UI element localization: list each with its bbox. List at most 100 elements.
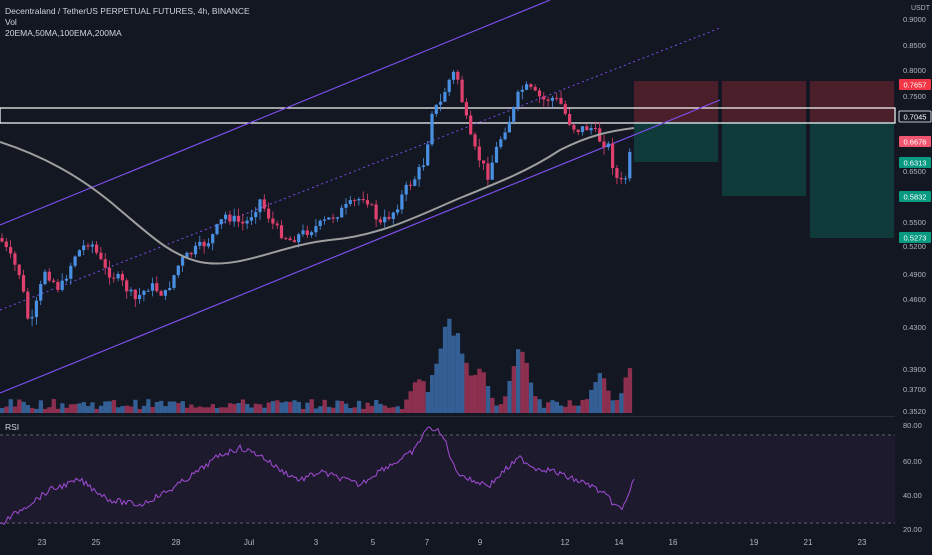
candle-body xyxy=(628,151,632,179)
candle-body xyxy=(507,121,511,133)
volume-bar xyxy=(81,402,86,413)
volume-bar xyxy=(262,407,267,413)
volume-bar xyxy=(38,400,43,413)
volume-bar xyxy=(249,407,254,413)
volume-bar xyxy=(4,406,9,413)
candle-body xyxy=(357,198,361,201)
candle-body xyxy=(112,277,116,279)
volume-bar xyxy=(236,402,241,413)
candle-body xyxy=(236,215,241,222)
volume-bar xyxy=(159,400,164,413)
candle-body xyxy=(224,214,228,220)
time-axis-bg xyxy=(0,532,932,550)
candle-body xyxy=(77,250,81,257)
volume-bar xyxy=(387,407,392,413)
volume-bar xyxy=(352,407,357,413)
volume-bar xyxy=(490,397,495,413)
candle-body xyxy=(391,212,395,219)
volume-bar xyxy=(296,401,301,413)
candle-body xyxy=(555,97,559,99)
rsi-tick: 20.00 xyxy=(903,525,922,534)
candle-body xyxy=(348,200,352,204)
loss-zone-3[interactable] xyxy=(810,81,894,122)
time-tick: 3 xyxy=(314,538,319,547)
candle-body xyxy=(602,141,606,148)
volume-legend[interactable]: Vol xyxy=(5,17,17,27)
candle-body xyxy=(439,101,443,105)
candle-body xyxy=(525,84,529,90)
volume-bar xyxy=(339,400,344,413)
time-tick: Jul xyxy=(244,538,254,547)
channel-bottom-line[interactable] xyxy=(0,99,721,394)
volume-bar xyxy=(55,408,61,413)
candle-body xyxy=(284,238,288,240)
volume-bar xyxy=(447,318,452,413)
volume-bar xyxy=(559,405,564,413)
candle-body xyxy=(546,99,550,101)
rsi-line xyxy=(0,426,635,525)
volume-bar xyxy=(326,406,332,413)
volume-bar xyxy=(305,402,310,413)
rsi-legend[interactable]: RSI xyxy=(5,422,20,432)
channel-mid-line[interactable] xyxy=(0,27,721,311)
volume-bar xyxy=(30,408,35,413)
symbol-title[interactable]: Decentraland / TetherUS PERPETUAL FUTURE… xyxy=(5,6,250,16)
volume-bar xyxy=(430,375,435,413)
volume-bar xyxy=(309,399,314,413)
volume-bar xyxy=(511,366,516,413)
volume-bar xyxy=(356,400,362,413)
volume-bar xyxy=(12,406,18,413)
position-boxes[interactable] xyxy=(634,81,894,238)
volume-bar xyxy=(275,400,280,413)
candle-body xyxy=(176,265,180,276)
candle-body xyxy=(542,96,546,100)
volume-bar xyxy=(597,373,602,413)
loss-zone-1[interactable] xyxy=(634,81,718,122)
candle-body xyxy=(107,267,112,278)
volume-bar xyxy=(232,403,237,413)
volume-bar xyxy=(68,404,74,413)
candle-body xyxy=(47,271,51,281)
candle-body xyxy=(400,194,404,210)
candle-body xyxy=(4,241,8,248)
candle-body xyxy=(129,289,133,292)
candle-body xyxy=(606,143,610,148)
volume-bar xyxy=(614,399,620,413)
volume-bar xyxy=(451,335,456,413)
volume-bar xyxy=(477,368,482,413)
price-axis[interactable]: USDT0.90000.85000.80000.75000.65000.6000… xyxy=(903,5,931,416)
candle-body xyxy=(619,177,623,180)
profit-zone-2[interactable] xyxy=(722,122,806,196)
candle-body xyxy=(314,226,318,233)
volume-bar xyxy=(215,407,220,413)
candle-body xyxy=(473,134,477,147)
candle-body xyxy=(146,290,150,292)
profit-zone-1[interactable] xyxy=(634,122,718,162)
volume-bar xyxy=(283,401,289,413)
volume-bar xyxy=(313,408,319,413)
volume-bar xyxy=(0,408,5,413)
loss-zone-2[interactable] xyxy=(722,81,806,122)
volume-bar xyxy=(576,405,581,413)
time-axis[interactable]: 23 25 28 Jul 3 5 7 9 12 14 16 19 21 23 xyxy=(38,538,867,547)
volume-bar xyxy=(120,406,125,413)
rsi-tick: 40.00 xyxy=(903,491,922,500)
profit-zone-3[interactable] xyxy=(810,122,894,238)
time-tick: 28 xyxy=(172,538,181,547)
ma-legend[interactable]: 20EMA,50MA,100EMA,200MA xyxy=(5,28,122,38)
price-tick: 0.4600 xyxy=(903,295,926,304)
candle-body xyxy=(0,238,4,242)
candle-body xyxy=(193,245,198,255)
candle-body xyxy=(267,208,271,219)
volume-bar xyxy=(184,407,190,413)
resistance-box[interactable] xyxy=(0,107,896,124)
price-badge-label: 0.5273 xyxy=(904,234,927,243)
volume-bar xyxy=(180,401,185,413)
price-badges: 0.7657 0.7045 0.6676 0.6313 0.5832 0.5273 xyxy=(898,79,932,243)
volume-bar xyxy=(17,399,22,413)
moving-average-line xyxy=(0,127,635,265)
volume-bar xyxy=(584,399,590,413)
candle-body xyxy=(275,223,279,226)
